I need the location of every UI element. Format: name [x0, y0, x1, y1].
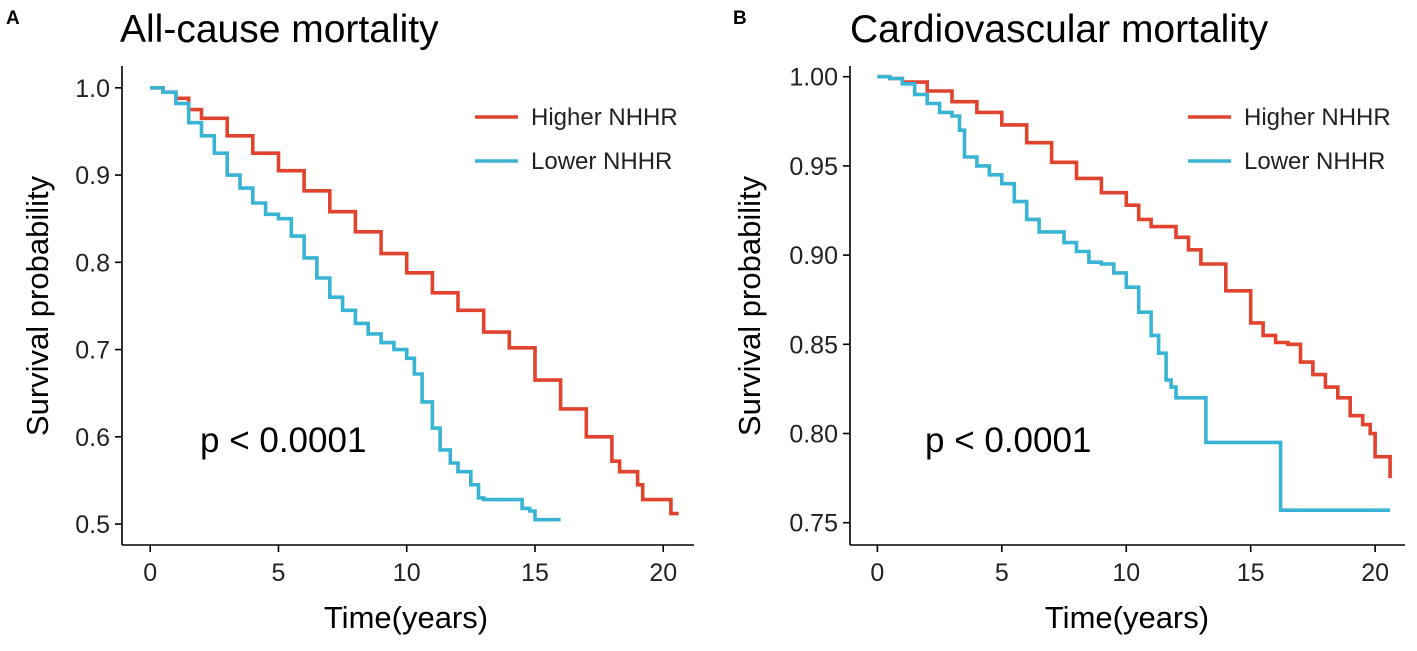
panel-b-y-tick-label: 0.90	[789, 242, 838, 270]
panel-a-curve-lower-nhhr	[150, 86, 561, 522]
panel-a-legend: Higher NHHR Lower NHHR	[475, 104, 678, 175]
panel-a-y-tick-label: 1.0	[75, 75, 110, 103]
panel-b-y-tick-label: 0.95	[789, 153, 838, 181]
panel-b-ylabel: Survival probability	[732, 175, 767, 436]
panel-a-y-tick-label: 0.8	[75, 249, 110, 277]
panel-b-x-tick-label: 5	[995, 559, 1009, 587]
panel-b-y-tick-label: 0.75	[789, 510, 838, 538]
panel-a-x-tick-label: 15	[521, 559, 549, 587]
panel-a-curve-higher-nhhr	[150, 86, 679, 516]
panel-a-y-tick-label: 0.9	[75, 162, 110, 190]
panel-a-x-tick-label: 5	[272, 559, 286, 587]
panel-b-legend-higher-label: Higher NHHR	[1244, 104, 1391, 131]
panel-b-tag: B	[733, 8, 747, 29]
panel-b-plot: 0.75 0.80 0.85 0.90 0.95 1.00 0 5 10 15 20	[789, 64, 1405, 587]
panel-b-y-tick-label: 0.80	[789, 421, 838, 449]
panel-a-y-tick-label: 0.7	[75, 337, 110, 365]
panel-b-x-tick-label: 20	[1361, 559, 1389, 587]
panel-b-curve-lower-nhhr	[877, 74, 1391, 512]
panel-b-x-tick-label: 10	[1112, 559, 1140, 587]
panel-a-x-tick-label: 20	[649, 559, 677, 587]
panel-a-xlabel: Time(years)	[324, 600, 488, 635]
panel-b-legend: Higher NHHR Lower NHHR	[1188, 104, 1391, 175]
panel-a-plot: 0.5 0.6 0.7 0.8 0.9 1.0 0 5 10 15 20	[75, 66, 694, 587]
panel-a-pvalue: p < 0.0001	[200, 421, 366, 460]
panel-b-x-tick-label: 0	[870, 559, 884, 587]
panel-a-tag: A	[6, 8, 20, 29]
panel-b-curve-higher-nhhr	[877, 74, 1392, 479]
panel-a-y-tick-label: 0.6	[75, 424, 110, 452]
panel-b-xlabel: Time(years)	[1045, 600, 1209, 635]
panel-b-pvalue: p < 0.0001	[925, 421, 1091, 460]
panel-a-x-tick-label: 10	[393, 559, 421, 587]
panel-a-x-tick-label: 0	[143, 559, 157, 587]
panel-a-legend-lower-label: Lower NHHR	[531, 148, 672, 175]
panel-a-ylabel: Survival probability	[20, 175, 55, 436]
panel-b-y-tick-label: 1.00	[789, 64, 838, 92]
panel-a-title: All-cause mortality	[120, 8, 439, 51]
panel-b: B Cardiovascular mortality 0.750.800.850…	[732, 8, 1405, 635]
panel-b-y-tick-label: 0.85	[789, 331, 838, 359]
panel-a-legend-higher-label: Higher NHHR	[531, 104, 678, 131]
panel-b-title: Cardiovascular mortality	[850, 8, 1269, 51]
panel-a-y-tick-label: 0.5	[75, 511, 110, 539]
panel-b-x-tick-label: 15	[1237, 559, 1265, 587]
panel-a: A All-cause mortality 0.5 0.6 0.7 0.8 0.9 1.0…	[6, 8, 694, 635]
panel-b-legend-lower-label: Lower NHHR	[1244, 148, 1385, 175]
